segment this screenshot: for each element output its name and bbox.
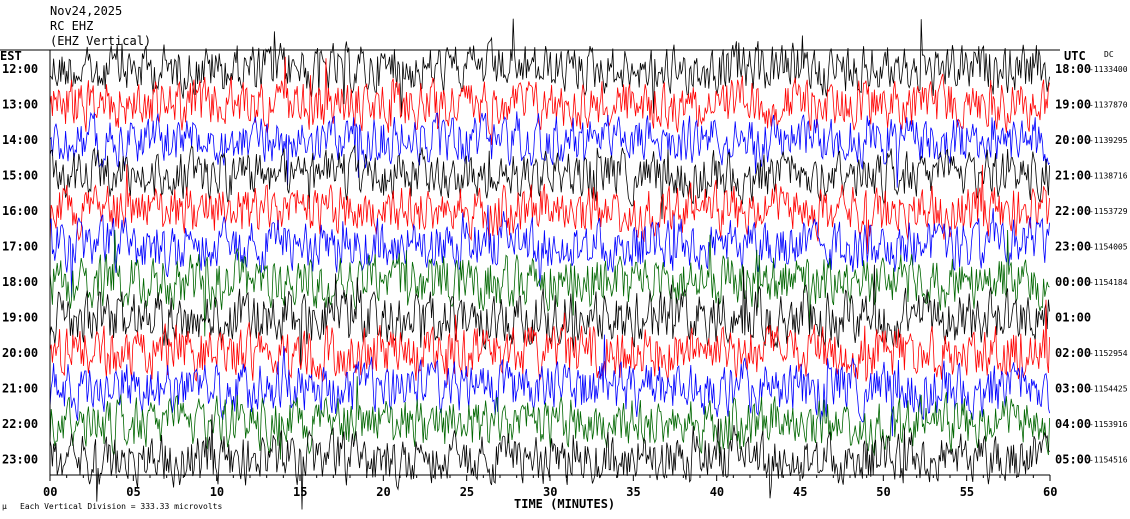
est-label-16:00: 16:00 [2,204,38,218]
dc-value-05:00: -1154516 [1089,456,1128,465]
mu-symbol: µ [2,502,7,511]
utc-label-05:00: 05:00 [1055,453,1091,467]
trace-13:00 [49,56,1050,146]
trace-12:00 [49,18,1050,117]
est-label-21:00: 21:00 [2,382,38,396]
utc-label-18:00: 18:00 [1055,62,1091,76]
dc-value-03:00: -1154425 [1089,385,1128,394]
utc-label-01:00: 01:00 [1055,311,1091,325]
trace-22:00 [49,376,1050,460]
est-label-23:00: 23:00 [2,453,38,467]
utc-axis-label: UTC [1064,49,1086,63]
utc-label-04:00: 04:00 [1055,417,1091,431]
x-tick-label-60: 60 [1043,485,1057,499]
est-label-12:00: 12:00 [2,62,38,76]
est-label-22:00: 22:00 [2,417,38,431]
utc-label-22:00: 22:00 [1055,204,1091,218]
est-label-20:00: 20:00 [2,346,38,360]
x-axis-title: TIME (MINUTES) [514,497,615,511]
dc-value-18:00: -1133400 [1089,65,1128,74]
x-tick-label-00: 00 [43,485,57,499]
utc-label-03:00: 03:00 [1055,382,1091,396]
utc-label-00:00: 00:00 [1055,275,1091,289]
est-axis-label: EST [0,49,22,63]
x-tick-label-55: 55 [960,485,974,499]
utc-label-20:00: 20:00 [1055,133,1091,147]
trace-18:00 [49,229,1050,337]
x-tick-label-10: 10 [210,485,224,499]
est-label-19:00: 19:00 [2,311,38,325]
est-label-18:00: 18:00 [2,275,38,289]
trace-21:00 [49,334,1050,437]
x-tick-label-25: 25 [460,485,474,499]
dc-value-22:00: -1153729 [1089,207,1128,216]
channel-label: (EHZ Vertical) [50,34,152,48]
est-label-14:00: 14:00 [2,133,38,147]
x-tick-label-45: 45 [793,485,807,499]
trace-15:00 [49,144,1050,220]
trace-16:00 [49,164,1050,255]
trace-23:00 [49,414,1050,510]
trace-17:00 [49,204,1050,298]
trace-20:00 [49,299,1050,385]
utc-label-23:00: 23:00 [1055,240,1091,254]
station-label: RC EHZ [50,19,94,33]
x-tick-label-40: 40 [710,485,724,499]
dc-value-20:00: -1139295 [1089,136,1128,145]
trace-14:00 [49,111,1050,188]
x-tick-label-35: 35 [626,485,640,499]
dc-value-04:00: -1153916 [1089,420,1128,429]
dc-value-02:00: -1152954 [1089,349,1128,358]
utc-label-21:00: 21:00 [1055,169,1091,183]
date-label: Nov24,2025 [50,4,123,18]
est-hour-labels: 12:00 13:00 14:00 15:00 16:00 17:00 18:00 19:00… [2,62,38,467]
x-axis-ticks: 00 05 10 15 20 25 30 35 40 45 50 55 60 [43,475,1057,499]
x-tick-label-20: 20 [376,485,390,499]
x-tick-label-30: 30 [543,485,557,499]
est-label-15:00: 15:00 [2,169,38,183]
x-tick-label-05: 05 [126,485,140,499]
dc-value-19:00: -1137870 [1089,101,1128,110]
utc-label-19:00: 19:00 [1055,98,1091,112]
utc-hour-labels: 18:00-1133400 19:00-1137870 20:00-1139295 2… [1055,62,1128,467]
dc-value-21:00: -1138716 [1089,172,1128,181]
x-tick-label-50: 50 [876,485,890,499]
utc-label-02:00: 02:00 [1055,346,1091,360]
x-tick-label-15: 15 [293,485,307,499]
est-label-17:00: 17:00 [2,240,38,254]
dc-label: DC [1104,50,1114,59]
scale-note: Each Vertical Division = 333.33 microvol… [20,502,222,511]
trace-layer [49,18,1050,510]
dc-value-00:00: -1154184 [1089,278,1128,287]
est-label-13:00: 13:00 [2,98,38,112]
dc-value-23:00: -1154005 [1089,243,1128,252]
